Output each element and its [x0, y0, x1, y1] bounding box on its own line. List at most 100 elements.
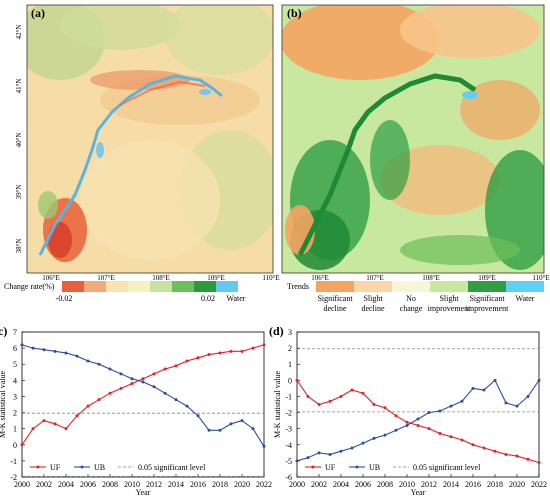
data-point-ub — [262, 444, 266, 448]
data-point-ub — [163, 391, 167, 395]
data-point-uf — [97, 398, 101, 402]
lat-tick: 39°N — [15, 185, 23, 200]
y-tick-label: -2 — [10, 473, 17, 482]
lat-tick: 42°N — [15, 25, 23, 40]
data-point-uf — [251, 346, 255, 350]
y-tick-label: -3 — [285, 425, 292, 434]
data-point-uf — [196, 356, 200, 360]
legend-class-swatch — [506, 281, 544, 292]
data-point-ub — [394, 428, 398, 432]
x-axis-label: Year — [136, 488, 151, 497]
data-point-uf — [493, 449, 497, 453]
legend-class-label: Slight — [439, 294, 459, 303]
x-tick-label: 2012 — [146, 480, 162, 489]
data-point-ub — [515, 404, 519, 408]
map-a — [27, 5, 273, 273]
data-point-ub — [526, 394, 530, 398]
x-tick-label: 2022 — [531, 480, 547, 489]
plot-frame — [21, 331, 265, 478]
y-tick-label: 6 — [13, 344, 17, 353]
y-tick-label: 2 — [13, 409, 17, 418]
legend-a-title: Change rate(%) — [4, 282, 55, 291]
data-point-uf — [207, 353, 211, 357]
data-point-uf — [295, 378, 299, 382]
y-tick-label: -2 — [285, 409, 292, 418]
legend-a-colorbar — [62, 281, 238, 292]
data-point-ub — [383, 433, 387, 437]
data-point-ub — [229, 422, 233, 426]
legend-label: UB — [369, 463, 380, 472]
legend-a: Change rate(%) -0.02 0.02 Water — [4, 281, 246, 303]
x-tick-label: 2010 — [124, 480, 140, 489]
x-tick-label: 2016 — [190, 480, 206, 489]
data-point-ub — [438, 409, 442, 413]
x-tick-label: 2020 — [509, 480, 525, 489]
legend-label: 0.05 significant level — [413, 463, 481, 472]
panel-a-label: (a) — [31, 6, 45, 20]
data-point-ub — [350, 446, 354, 450]
legend-b-classes: SignificantdeclineSlightdeclineNochangeS… — [316, 281, 544, 313]
lon-tick: 106°E — [311, 274, 329, 282]
data-point-ub — [207, 428, 211, 432]
legend-key-marker — [355, 465, 359, 469]
legend-class-label: Slight — [363, 294, 383, 303]
legend-swatch — [84, 281, 106, 292]
data-point-uf — [361, 391, 365, 395]
map-b-frame — [281, 4, 545, 274]
data-point-uf — [31, 427, 35, 431]
y-tick-label: -5 — [285, 457, 292, 466]
y-tick-label: 0 — [13, 441, 17, 450]
data-point-uf — [515, 454, 519, 458]
data-point-ub — [537, 378, 541, 382]
data-point-uf — [383, 406, 387, 410]
lon-ticks-a: 106°E 107°E 108°E 109°E 110°E — [42, 274, 279, 282]
data-point-uf — [438, 432, 442, 435]
data-point-uf — [174, 364, 178, 368]
data-point-uf — [482, 446, 486, 450]
legend-class-label: change — [400, 304, 423, 313]
lon-tick: 109°E — [207, 274, 225, 282]
data-point-ub — [460, 399, 464, 403]
data-point-ub — [31, 346, 35, 350]
y-tick-label: 3 — [13, 392, 17, 401]
y-axis-label: M-K statistical value — [0, 371, 7, 439]
data-point-ub — [108, 367, 112, 371]
x-tick-label: 2000 — [14, 480, 30, 489]
lon-tick: 107°E — [97, 274, 115, 282]
map-b — [282, 5, 544, 273]
panel-label: (c) — [0, 324, 7, 338]
y-tick-label: 5 — [13, 360, 17, 369]
data-point-ub — [64, 351, 68, 355]
data-point-uf — [537, 461, 541, 464]
legend-class-label: decline — [361, 304, 385, 313]
x-tick-label: 2002 — [36, 480, 52, 489]
x-tick-label: 2012 — [421, 480, 437, 489]
data-point-ub — [295, 459, 299, 463]
data-point-ub — [493, 378, 497, 382]
data-point-uf — [372, 403, 376, 406]
y-tick-label: 2 — [288, 344, 292, 353]
legend-class-label: Significant — [469, 294, 505, 303]
data-point-ub — [218, 428, 222, 432]
data-point-ub — [372, 436, 376, 440]
data-point-uf — [460, 438, 464, 442]
data-point-uf — [350, 388, 354, 392]
legend-label: UB — [94, 463, 105, 472]
data-point-ub — [482, 388, 486, 392]
legend-class-label: improvement — [466, 304, 509, 313]
legend-label: 0.05 significant level — [138, 463, 206, 472]
data-point-uf — [317, 403, 321, 406]
data-point-ub — [416, 417, 420, 421]
lon-tick: 108°E — [152, 274, 170, 282]
x-tick-label: 2016 — [465, 480, 481, 489]
lat-tick: 38°N — [15, 239, 23, 254]
data-point-uf — [64, 427, 68, 431]
legend-a-water: Water — [227, 294, 246, 303]
data-point-uf — [471, 443, 475, 447]
x-tick-label: 2014 — [443, 480, 459, 489]
legend-swatch — [194, 281, 216, 292]
data-point-uf — [130, 382, 134, 386]
data-point-ub — [42, 348, 46, 352]
y-tick-label: 7 — [13, 328, 17, 337]
legend-class-swatch — [354, 281, 392, 292]
